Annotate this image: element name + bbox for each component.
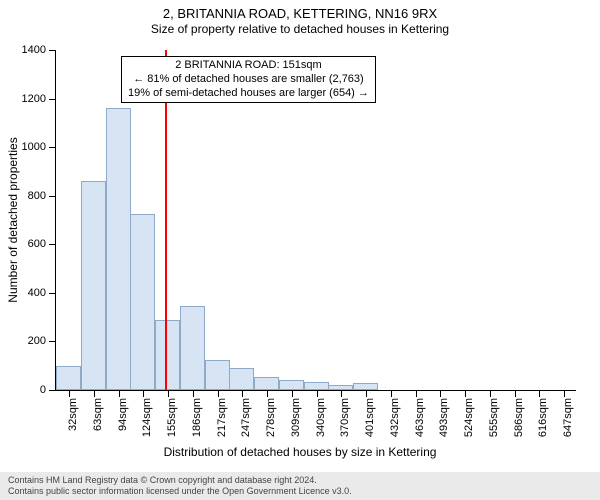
y-tick-label: 800 <box>28 190 46 202</box>
y-axis-label: Number of detached properties <box>6 137 20 302</box>
histogram-bar <box>180 306 205 390</box>
x-tick <box>317 390 318 397</box>
histogram-bar <box>81 181 106 390</box>
y-tick <box>49 390 56 391</box>
x-tick-label: 463sqm <box>414 398 426 437</box>
x-tick <box>119 390 120 397</box>
y-tick-label: 1400 <box>22 44 46 56</box>
x-tick-label: 217sqm <box>216 398 228 437</box>
y-tick <box>49 196 56 197</box>
histogram-bar <box>254 377 279 390</box>
x-tick <box>218 390 219 397</box>
x-tick <box>391 390 392 397</box>
y-tick-label: 600 <box>28 238 46 250</box>
y-tick <box>49 50 56 51</box>
annotation-line-3: 19% of semi-detached houses are larger (… <box>128 87 369 101</box>
x-tick <box>168 390 169 397</box>
x-tick <box>267 390 268 397</box>
x-tick-label: 432sqm <box>389 398 401 437</box>
annotation-box: 2 BRITANNIA ROAD: 151sqm ← 81% of detach… <box>121 56 376 103</box>
x-tick <box>539 390 540 397</box>
histogram-bar <box>353 383 378 390</box>
x-tick-label: 124sqm <box>141 398 153 437</box>
x-tick-label: 493sqm <box>438 398 450 437</box>
x-tick-label: 32sqm <box>67 398 79 431</box>
histogram-bar <box>106 108 131 390</box>
x-tick <box>564 390 565 397</box>
x-tick-label: 524sqm <box>463 398 475 437</box>
x-tick <box>440 390 441 397</box>
x-axis-label: Distribution of detached houses by size … <box>164 445 437 459</box>
x-tick <box>143 390 144 397</box>
x-tick <box>416 390 417 397</box>
histogram-bar <box>130 214 155 390</box>
annotation-line-1: 2 BRITANNIA ROAD: 151sqm <box>128 59 369 73</box>
histogram-bar <box>155 320 180 390</box>
x-tick-label: 247sqm <box>240 398 252 437</box>
x-tick-label: 555sqm <box>488 398 500 437</box>
chart-container: 2, BRITANNIA ROAD, KETTERING, NN16 9RX S… <box>0 0 600 500</box>
x-tick <box>193 390 194 397</box>
x-tick-label: 401sqm <box>364 398 376 437</box>
histogram-bar <box>205 360 230 390</box>
annotation-line-2: ← 81% of detached houses are smaller (2,… <box>128 73 369 87</box>
x-tick <box>69 390 70 397</box>
y-tick <box>49 147 56 148</box>
x-tick <box>515 390 516 397</box>
x-tick-label: 586sqm <box>513 398 525 437</box>
y-tick-label: 200 <box>28 335 46 347</box>
y-tick <box>49 99 56 100</box>
x-tick <box>490 390 491 397</box>
x-tick <box>465 390 466 397</box>
histogram-bar <box>56 366 81 390</box>
y-tick <box>49 293 56 294</box>
histogram-bar <box>304 382 329 391</box>
footer-line-2: Contains public sector information licen… <box>8 486 592 497</box>
x-tick-label: 370sqm <box>339 398 351 437</box>
x-tick-label: 309sqm <box>290 398 302 437</box>
y-tick-label: 400 <box>28 287 46 299</box>
attribution-footer: Contains HM Land Registry data © Crown c… <box>0 472 600 500</box>
x-tick-label: 94sqm <box>117 398 129 431</box>
y-tick-label: 0 <box>40 384 46 396</box>
x-tick <box>341 390 342 397</box>
x-tick-label: 278sqm <box>265 398 277 437</box>
x-tick <box>242 390 243 397</box>
x-tick-label: 340sqm <box>315 398 327 437</box>
page-title: 2, BRITANNIA ROAD, KETTERING, NN16 9RX <box>0 0 600 22</box>
page-subtitle: Size of property relative to detached ho… <box>0 22 600 38</box>
x-tick-label: 186sqm <box>191 398 203 437</box>
x-tick-label: 155sqm <box>166 398 178 437</box>
x-tick-label: 647sqm <box>562 398 574 437</box>
y-tick-label: 1200 <box>22 93 46 105</box>
x-tick <box>292 390 293 397</box>
histogram-bar <box>229 368 254 390</box>
histogram-bar <box>279 380 304 390</box>
x-tick-label: 63sqm <box>92 398 104 431</box>
y-tick <box>49 244 56 245</box>
y-tick-label: 1000 <box>22 141 46 153</box>
x-tick <box>94 390 95 397</box>
footer-line-1: Contains HM Land Registry data © Crown c… <box>8 475 592 486</box>
y-tick <box>49 341 56 342</box>
plot-area: 020040060080010001200140032sqm63sqm94sqm… <box>55 50 576 391</box>
x-tick <box>366 390 367 397</box>
x-tick-label: 616sqm <box>537 398 549 437</box>
